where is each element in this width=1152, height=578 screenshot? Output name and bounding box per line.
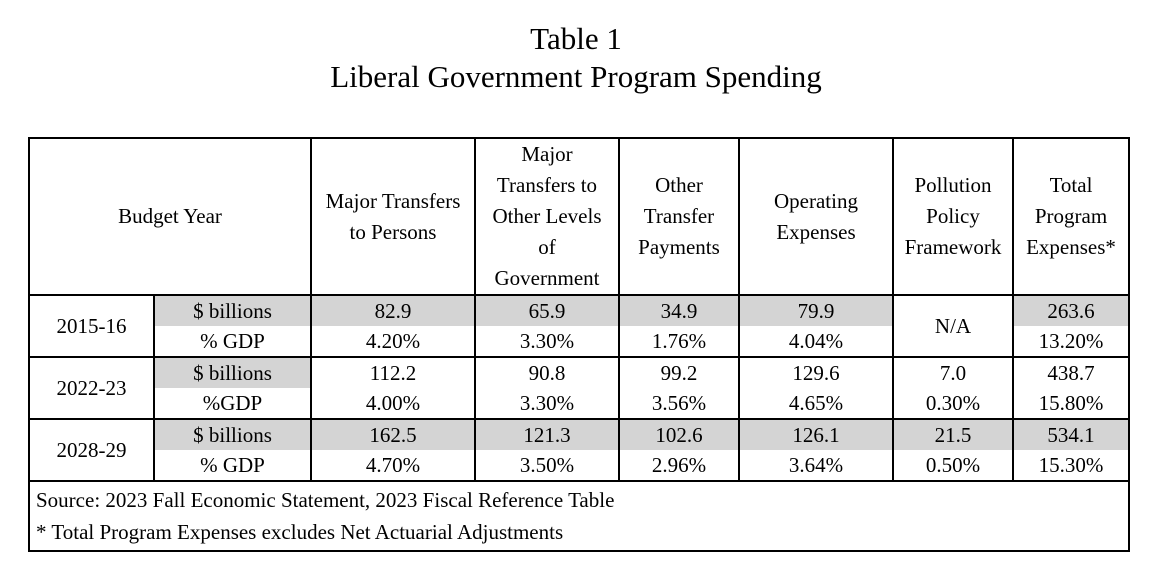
value-cell: 3.30%	[474, 326, 620, 358]
year-cell: 2022-23	[28, 356, 155, 420]
value-cell: 4.00%	[310, 388, 476, 420]
header-pollution-policy: Pollution Policy Framework	[892, 137, 1014, 296]
value-cell: 438.7	[1012, 356, 1130, 388]
value-cell: 15.30%	[1012, 450, 1130, 482]
value-cell: 102.6	[618, 418, 740, 450]
value-cell: 34.9	[618, 294, 740, 326]
table-row: 2022-23 $ billions 112.2 90.8 99.2 129.6…	[28, 356, 1130, 420]
value-cell: 0.50%	[892, 450, 1014, 482]
year-cell: 2028-29	[28, 418, 155, 482]
header-total-program: Total Program Expenses*	[1012, 137, 1130, 296]
header-major-transfers-persons: Major Transfers to Persons	[310, 137, 476, 296]
header-budget-year: Budget Year	[28, 137, 312, 296]
value-cell: 4.65%	[738, 388, 894, 420]
header-other-transfer-payments: Other Transfer Payments	[618, 137, 740, 296]
header-operating-expenses: Operating Expenses	[738, 137, 894, 296]
table-row: % GDP 4.70% 3.50% 2.96% 3.64% 0.50% 15.3…	[29, 450, 1130, 482]
value-cell: 129.6	[738, 356, 894, 388]
title-line-2: Liberal Government Program Spending	[330, 59, 822, 94]
header-major-transfers-govt: Major Transfers to Other Levels of Gover…	[474, 137, 620, 296]
table-row: % GDP 4.20% 3.30% 1.76% 4.04% 13.20%	[29, 326, 1130, 358]
value-cell: 126.1	[738, 418, 894, 450]
value-cell: 534.1	[1012, 418, 1130, 450]
year-cell: 2015-16	[28, 294, 155, 358]
value-cell: 99.2	[618, 356, 740, 388]
header-row: Budget Year Major Transfers to Persons M…	[28, 137, 1130, 296]
title-line-1: Table 1	[530, 21, 622, 56]
value-cell: 13.20%	[1012, 326, 1130, 358]
value-cell: 65.9	[474, 294, 620, 326]
value-cell: 4.20%	[310, 326, 476, 358]
value-cell: 112.2	[310, 356, 476, 388]
source-note: Source: 2023 Fall Economic Statement, 20…	[36, 488, 615, 512]
unit-label: %GDP	[153, 388, 312, 420]
value-cell: 79.9	[738, 294, 894, 326]
unit-label: $ billions	[153, 356, 312, 388]
value-cell-merged: N/A	[892, 294, 1014, 358]
value-cell: 7.0	[892, 356, 1014, 388]
value-cell: 2.96%	[618, 450, 740, 482]
value-cell: 121.3	[474, 418, 620, 450]
value-cell: 3.56%	[618, 388, 740, 420]
footnote: * Total Program Expenses excludes Net Ac…	[36, 520, 564, 544]
spending-table: Budget Year Major Transfers to Persons M…	[28, 137, 1130, 552]
value-cell: 21.5	[892, 418, 1014, 450]
value-cell: 15.80%	[1012, 388, 1130, 420]
unit-label: $ billions	[153, 294, 312, 326]
value-cell: 3.50%	[474, 450, 620, 482]
table-row: 2015-16 $ billions 82.9 65.9 34.9 79.9 N…	[28, 294, 1130, 358]
table-row: %GDP 4.00% 3.30% 3.56% 4.65% 0.30% 15.80…	[29, 388, 1130, 420]
unit-label: $ billions	[153, 418, 312, 450]
value-cell: 1.76%	[618, 326, 740, 358]
unit-label: % GDP	[153, 450, 312, 482]
value-cell: 4.04%	[738, 326, 894, 358]
table-row: 2028-29 $ billions 162.5 121.3 102.6 126…	[28, 418, 1130, 482]
value-cell: 162.5	[310, 418, 476, 450]
value-cell: 3.64%	[738, 450, 894, 482]
unit-label: % GDP	[153, 326, 312, 358]
table-title: Table 1 Liberal Government Program Spend…	[0, 20, 1152, 96]
value-cell: 263.6	[1012, 294, 1130, 326]
value-cell: 3.30%	[474, 388, 620, 420]
value-cell: 0.30%	[892, 388, 1014, 420]
notes-cell: Source: 2023 Fall Economic Statement, 20…	[28, 480, 1130, 552]
value-cell: 82.9	[310, 294, 476, 326]
value-cell: 4.70%	[310, 450, 476, 482]
value-cell: 90.8	[474, 356, 620, 388]
notes-row: Source: 2023 Fall Economic Statement, 20…	[28, 480, 1130, 552]
